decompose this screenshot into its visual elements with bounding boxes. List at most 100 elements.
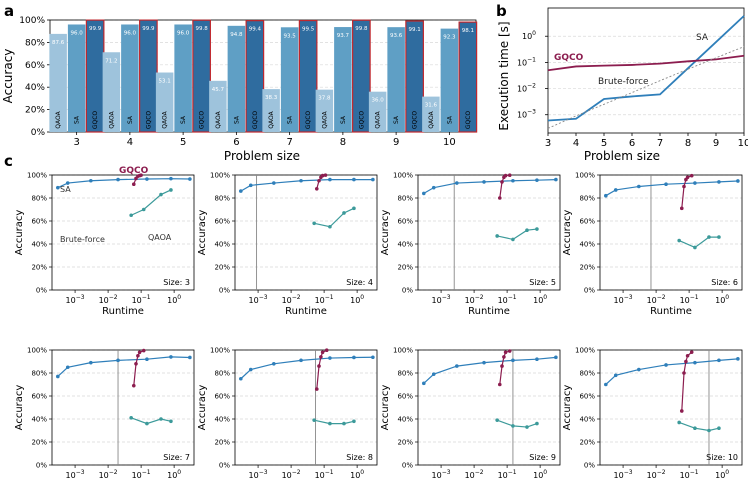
panel-c-series-qaoa [496, 419, 538, 428]
panel-c-xtick-label-base: 10 [533, 471, 543, 479]
panel-label-a: a [4, 2, 14, 20]
panel-a-bar-name-label: QAOA [162, 110, 169, 128]
panel-a-bar-name-label: QAOA [321, 110, 328, 128]
panel-a-bar-sa [67, 24, 86, 133]
panel-c-xtick-label-exp: 0 [177, 294, 181, 301]
panel-c-legend-gqco: GQCO [119, 166, 149, 176]
panel-c-ylabel: Accuracy [197, 385, 208, 431]
panel-c-point-sa [535, 178, 539, 182]
panel-c-point-sa [188, 355, 192, 360]
panel-c-point-qaoa [129, 213, 133, 218]
panel-c-point-sa [352, 177, 356, 182]
panel-c-xtick-label: 10−3 [249, 294, 268, 305]
panel-a-bar-qaoa [262, 89, 280, 132]
panel-c-xtick-label: 10−2 [282, 294, 301, 305]
panel-c-point-sa [169, 176, 173, 181]
panel-c-point-sa [328, 177, 332, 182]
panel-c-xtick-label: 10−3 [249, 469, 268, 479]
panel-c-ylabel: Accuracy [197, 210, 208, 256]
panel-b-ytick-label: 100 [522, 30, 536, 41]
panel-a-ytick-label: 60% [25, 61, 45, 71]
panel-c-series-sa [605, 358, 738, 385]
panel-c-point-sa [455, 181, 459, 185]
panel-c-xtick-label: 10−2 [99, 294, 118, 305]
panel-a-bar-name-label: GQCO [92, 111, 99, 130]
panel-c-point-qaoa [352, 206, 356, 211]
panel-c-point-gqco [679, 409, 684, 413]
panel-c-xtick-label-base: 10 [350, 471, 360, 479]
panel-a-bar-gqco [405, 20, 424, 133]
panel-c-point-sa [736, 357, 740, 361]
panel-c-point-gqco [137, 350, 142, 355]
panel-c-point-qaoa [328, 224, 332, 229]
panel-c-frame [599, 349, 743, 466]
panel-a-bar-gqco [192, 19, 211, 133]
panel-b-xtick-label: 7 [657, 138, 663, 149]
panel-a-bar-name-label: GQCO [412, 111, 419, 130]
panel-a-bar-name-label: QAOA [268, 110, 275, 128]
panel-c-xtick-label: 10−3 [614, 294, 633, 305]
panel-a-xtick-label: 6 [233, 137, 239, 148]
panel-c-frame [417, 174, 561, 291]
panel-c-point-sa [664, 363, 668, 367]
panel-c-ytick-label: 80% [214, 195, 230, 203]
panel-c-xtick-label-base: 10 [680, 471, 690, 479]
panel-c-xtick-label-base: 10 [132, 471, 142, 479]
panel-c-xtick-label-exp: −2 [657, 294, 666, 301]
panel-c-point-sa [56, 374, 60, 379]
panel-c-point-sa [89, 178, 93, 183]
panel-c-xtick-label: 10−1 [498, 294, 517, 305]
panel-c-frame [417, 349, 561, 466]
panel-c-xtick-label-base: 10 [680, 296, 690, 305]
panel-c-ytick-label: 100% [27, 172, 47, 180]
panel-c-point-sa [422, 191, 426, 196]
panel-label-c: c [4, 152, 13, 170]
panel-c-point-qaoa [342, 211, 346, 215]
panel-c-point-qaoa [707, 235, 711, 239]
panel-c-ytick-label: 0% [219, 287, 230, 295]
panel-c-ytick-label: 100% [210, 347, 230, 355]
panel-c-xtick-label-exp: −2 [475, 294, 484, 301]
panel-c-point-qaoa [141, 207, 146, 212]
panel-a-xtick-label: 8 [340, 137, 346, 148]
panel-c-point-sa [535, 357, 539, 362]
panel-b-ytick-label-base: 10 [517, 111, 527, 120]
panel-c-ytick-label: 60% [397, 218, 413, 226]
panel-c-point-sa [272, 181, 276, 185]
panel-c-point-qaoa [717, 235, 721, 239]
panel-c-xtick-label: 10−3 [66, 294, 85, 305]
panel-a-bar-name-label: SA [287, 115, 294, 124]
panel-c-legend-brute-force: Brute-force [60, 235, 105, 244]
panel-b-ytick-label-exp: −3 [527, 109, 536, 116]
panel-c-size-label: Size: 8 [346, 453, 373, 462]
panel-c-point-sa [116, 177, 120, 182]
panel-c-point-gqco [314, 387, 319, 391]
panel-b-xtick-label: 8 [685, 138, 691, 149]
panel-c-point-sa [188, 177, 192, 181]
panel-a-bar-qaoa [49, 33, 67, 132]
panel-c-ytick-label: 80% [397, 195, 413, 203]
panel-c-ytick-label: 40% [579, 416, 595, 424]
panel-c-xtick-label-exp: −2 [292, 294, 301, 301]
panel-c-ytick-label: 100% [210, 172, 230, 180]
panel-c-point-gqco [320, 350, 325, 355]
panel-c-ylabel: Accuracy [380, 385, 391, 431]
panel-c-xtick-label-exp: −3 [76, 294, 85, 301]
panel-c-point-gqco [317, 364, 321, 368]
panel-c-point-qaoa [535, 421, 539, 426]
panel-c-xtick-label-exp: −3 [624, 294, 633, 301]
panel-c-ytick-label: 0% [402, 287, 413, 295]
panel-c-point-sa [145, 357, 149, 362]
panel-c-xtick-label-exp: −3 [442, 294, 451, 301]
panel-a-xtick-label: 3 [73, 137, 79, 148]
panel-c-xtick-label-exp: −3 [259, 469, 268, 476]
panel-c-ytick-label: 0% [36, 287, 47, 295]
panel-c-point-qaoa [312, 418, 316, 422]
panel-c-xtick-label-base: 10 [465, 296, 475, 305]
panel-b-frame [547, 7, 745, 134]
panel-c-point-sa [736, 179, 740, 183]
panel-c-point-sa [239, 376, 243, 381]
panel-c-ytick-label: 80% [31, 195, 47, 203]
panel-c-xtick-label-exp: −2 [292, 469, 301, 476]
